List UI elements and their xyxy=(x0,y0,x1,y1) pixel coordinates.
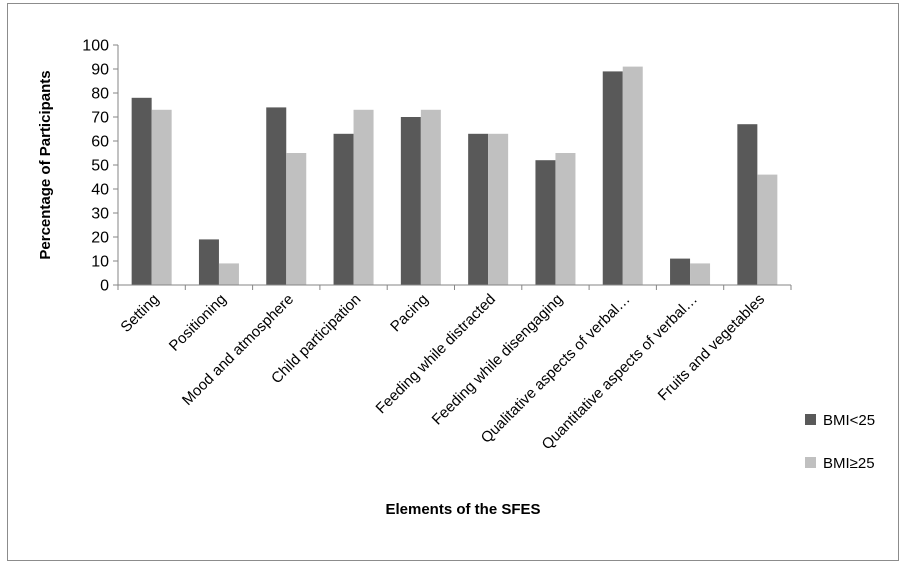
bar-series2 xyxy=(353,109,374,285)
y-tick-label: 100 xyxy=(82,38,109,55)
y-tick-label: 60 xyxy=(91,134,109,151)
bar-series2 xyxy=(690,263,711,285)
bar-series1 xyxy=(131,97,152,285)
x-tick-label: Positioning xyxy=(166,291,230,355)
bar-series2 xyxy=(151,109,172,285)
bar-series1 xyxy=(468,133,489,285)
y-tick-label: 80 xyxy=(91,86,109,103)
y-tick-label: 10 xyxy=(91,254,109,271)
bar-series2 xyxy=(622,66,643,285)
y-tick-label: 90 xyxy=(91,62,109,79)
y-tick-label: 20 xyxy=(91,230,109,247)
bars xyxy=(131,66,778,286)
bar-series1 xyxy=(400,117,421,285)
x-axis-title: Elements of the SFES xyxy=(385,501,540,518)
bar-series1 xyxy=(333,133,354,285)
bar-series1 xyxy=(266,107,287,286)
bar-series2 xyxy=(555,153,576,285)
legend-label: BMI<25 xyxy=(823,412,875,429)
bar-series2 xyxy=(757,174,778,285)
x-tick-label: Feeding while disengaging xyxy=(429,291,567,429)
bar-series1 xyxy=(198,239,219,285)
y-tick-label: 50 xyxy=(91,158,109,175)
y-tick-label: 30 xyxy=(91,206,109,223)
y-tick-label: 70 xyxy=(91,110,109,127)
x-tick-label: Setting xyxy=(117,291,162,336)
bar-series1 xyxy=(535,160,556,285)
bar-series2 xyxy=(286,153,307,285)
x-tick-label: Feeding while distracted xyxy=(373,291,499,417)
y-axis-title: Percentage of Participants xyxy=(37,70,54,259)
bar-series2 xyxy=(420,109,441,285)
y-tick-label: 0 xyxy=(100,278,109,295)
y-tick-label: 40 xyxy=(91,182,109,199)
legend-swatch xyxy=(805,457,816,468)
x-tick-label: Pacing xyxy=(387,291,431,335)
legend-label: BMI≥25 xyxy=(823,455,875,472)
legend-swatch xyxy=(805,414,816,425)
chart-frame xyxy=(7,3,899,561)
bar-series2 xyxy=(488,133,509,285)
y-axis: 0 10 20 30 40 50 60 70 80 90 100 xyxy=(82,38,119,295)
bar-series1 xyxy=(602,71,623,286)
bar-series1 xyxy=(737,124,758,285)
legend: BMI<25 BMI≥25 xyxy=(805,412,875,472)
bar-series1 xyxy=(670,258,691,285)
bar-series2 xyxy=(218,263,239,285)
x-tick-label: Mood and atmosphere xyxy=(179,291,297,409)
